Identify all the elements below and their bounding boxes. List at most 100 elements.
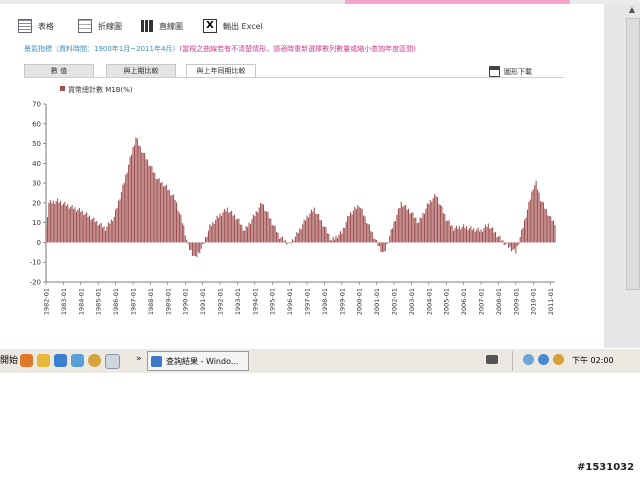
tab-vs-same-period-last-year[interactable]: 與上年同期比較 bbox=[186, 64, 256, 78]
bar bbox=[532, 189, 534, 243]
bar bbox=[88, 215, 91, 243]
bar-chart-button[interactable]: 直線圖 bbox=[141, 16, 183, 36]
bar bbox=[309, 213, 311, 243]
bar bbox=[200, 242, 202, 249]
scrollbar-thumb[interactable] bbox=[626, 18, 640, 290]
x-tick-label: 1992-01 bbox=[217, 288, 225, 315]
bar bbox=[145, 159, 147, 243]
bar bbox=[476, 229, 478, 243]
vertical-scrollbar[interactable]: ▲ bbox=[604, 4, 640, 348]
tab-values[interactable]: 數 值 bbox=[24, 64, 94, 78]
table-icon bbox=[18, 19, 32, 33]
bar bbox=[196, 242, 198, 258]
bar bbox=[219, 213, 221, 243]
bar bbox=[131, 154, 133, 243]
bar bbox=[144, 153, 146, 243]
bar bbox=[293, 240, 295, 243]
line-chart-icon bbox=[78, 19, 92, 33]
bar bbox=[296, 232, 298, 243]
bar bbox=[197, 242, 199, 253]
bar bbox=[115, 209, 117, 243]
bar bbox=[142, 152, 144, 243]
top-strip bbox=[0, 0, 640, 4]
bar bbox=[264, 210, 266, 243]
bar bbox=[202, 242, 204, 245]
excel-icon: X bbox=[203, 19, 217, 33]
chrome-tray-icon[interactable] bbox=[553, 354, 564, 365]
export-excel-button[interactable]: X 輸出 Excel bbox=[203, 16, 263, 36]
bar bbox=[218, 217, 220, 243]
bar bbox=[526, 209, 528, 243]
tab-vs-previous-period[interactable]: 與上期比較 bbox=[106, 64, 176, 78]
ie-tray-icon[interactable] bbox=[538, 354, 549, 365]
keyboard-icon[interactable] bbox=[486, 355, 498, 364]
bar bbox=[210, 226, 212, 243]
x-tick-label: 1986-01 bbox=[112, 288, 120, 315]
line-chart-button[interactable]: 折線圖 bbox=[78, 16, 122, 36]
bar bbox=[376, 240, 378, 243]
bar bbox=[223, 208, 225, 243]
bar bbox=[378, 242, 381, 247]
editor-icon[interactable] bbox=[105, 354, 120, 369]
active-tab-strip[interactable] bbox=[345, 0, 570, 4]
m1b-bar-chart: 貨幣總計數 M1B(%) -20 -10 0 10 20 30 40 50 60 70 1982-01… bbox=[30, 85, 556, 315]
quicklaunch-chevron-icon[interactable]: » bbox=[136, 354, 142, 364]
y-tick-label: 50 bbox=[32, 140, 41, 148]
table-view-button[interactable]: 表格 bbox=[18, 16, 54, 36]
bar bbox=[361, 208, 363, 243]
x-tick-label: 1995-01 bbox=[269, 288, 277, 315]
folder-icon[interactable] bbox=[37, 354, 50, 367]
bar bbox=[396, 214, 398, 243]
bar bbox=[384, 242, 386, 251]
bar bbox=[336, 238, 339, 243]
firefox-icon[interactable] bbox=[20, 354, 33, 367]
bar bbox=[442, 213, 444, 243]
chrome-icon[interactable] bbox=[88, 354, 101, 367]
bar bbox=[448, 220, 450, 243]
bar bbox=[335, 235, 337, 243]
x-tick-label: 1985-01 bbox=[95, 288, 103, 315]
network-icon[interactable] bbox=[523, 354, 534, 365]
bar bbox=[268, 218, 270, 243]
x-tick-label: 2003-01 bbox=[408, 288, 416, 315]
x-tick-label: 1991-01 bbox=[199, 288, 207, 315]
chart-download-button[interactable]: 圖形下載 bbox=[489, 66, 532, 77]
start-button[interactable]: 開始 bbox=[0, 356, 19, 366]
bar bbox=[419, 217, 421, 243]
bar bbox=[522, 227, 524, 243]
bar bbox=[155, 178, 157, 243]
bar bbox=[122, 184, 124, 243]
ie-icon[interactable] bbox=[54, 354, 67, 367]
bar bbox=[315, 213, 317, 243]
bar bbox=[413, 217, 415, 243]
bar bbox=[528, 201, 530, 243]
x-tick-label: 1997-01 bbox=[304, 288, 312, 315]
bar bbox=[390, 229, 392, 243]
bar bbox=[149, 165, 151, 243]
bar bbox=[128, 164, 130, 243]
bar bbox=[294, 236, 296, 243]
bar bbox=[525, 217, 527, 243]
bar bbox=[57, 198, 59, 243]
bar bbox=[148, 165, 150, 243]
bar bbox=[113, 216, 115, 243]
bar bbox=[152, 172, 154, 243]
browser-window: 表格 折線圖 直線圖 X 輸出 Excel 景氣指標（資料時間：1900年1月~… bbox=[0, 0, 640, 348]
bar bbox=[445, 221, 447, 243]
bar bbox=[551, 221, 553, 243]
bar bbox=[550, 216, 552, 243]
bar bbox=[435, 196, 437, 243]
bar bbox=[471, 230, 473, 243]
bar bbox=[326, 233, 328, 243]
bar bbox=[447, 220, 449, 243]
x-tick-label: 1999-01 bbox=[338, 288, 346, 315]
taskbar-window-button[interactable]: 查詢結果 - Windo... bbox=[147, 351, 249, 371]
bar bbox=[489, 228, 491, 243]
bar bbox=[410, 212, 412, 243]
bar bbox=[84, 213, 86, 243]
bar bbox=[262, 204, 265, 243]
scroll-up-icon[interactable]: ▲ bbox=[628, 5, 636, 14]
bar bbox=[245, 225, 247, 243]
bar bbox=[216, 215, 218, 243]
media-icon[interactable] bbox=[71, 354, 84, 367]
